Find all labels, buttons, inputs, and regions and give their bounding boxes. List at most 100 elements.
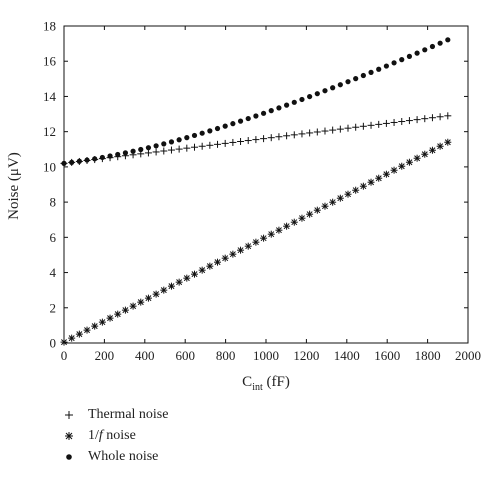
whole-noise-point [145,145,152,151]
plot-area-border [63,25,469,344]
flicker-noise-point [267,230,275,238]
flicker-noise-point [198,266,206,274]
whole-noise-point [353,76,359,82]
x-tick-label: 1600 [374,348,400,363]
whole-noise-point [84,157,90,163]
flicker-noise-point [121,306,129,314]
noise-chart: 0 200 400 600 800 1000 1200 1400 1600 1800 2000 0 2… [6,19,481,394]
y-tick-label: 16 [43,54,57,69]
y-tick-label: 10 [43,159,56,174]
y-tick-label: 12 [43,124,56,139]
legend-label-thermal-noise: Thermal noise [88,406,169,422]
y-tick-label: 8 [50,195,57,210]
whole-noise-point [322,88,328,94]
flicker-noise-point [421,150,429,158]
whole-noise-point [153,143,159,149]
y-tick-label: 18 [43,19,56,34]
whole-noise-point [299,96,305,103]
flicker-noise-point [190,270,198,278]
flicker-noise-point [298,214,306,222]
whole-noise-point [383,63,389,69]
flicker-noise-point [183,274,191,282]
flicker-noise-point [214,258,222,266]
x-tick-label: 1000 [253,348,279,363]
whole-noise-point [437,40,443,46]
whole-noise-point [406,53,413,59]
whole-noise-point [115,151,121,158]
flicker-noise-point [98,318,106,326]
flicker-noise-point [114,310,122,318]
flicker-noise-point [167,282,175,290]
plus-marker-icon [65,410,73,419]
x-tick-label: 200 [95,348,115,363]
whole-noise-point [368,69,374,75]
whole-noise-point [399,57,405,63]
whole-noise-point [184,135,190,141]
whole-noise-point [284,102,290,108]
flicker-noise-point [382,170,390,178]
flicker-noise-point [375,174,383,182]
legend-item-thermal-noise: Thermal noise [58,404,168,425]
y-axis-ticks: 0 2 4 6 8 10 12 14 16 18 [43,19,468,351]
whole-noise-point [161,141,167,147]
whole-noise-point [176,137,182,143]
whole-noise-point [92,156,98,162]
x-tick-label: 600 [175,348,195,363]
flicker-noise-point [68,334,76,342]
flicker-noise-point [144,294,152,302]
y-tick-label: 2 [50,300,57,315]
flicker-noise-point [237,246,245,254]
whole-noise-point [260,110,267,116]
flicker-noise-point [75,330,83,338]
flicker-noise-point [244,242,252,250]
legend-item-1-f-noise: 1/f noise [58,425,168,446]
x-tick-label: 1400 [334,348,360,363]
whole-noise-point [330,85,336,91]
y-tick-label: 4 [50,265,57,280]
legend-label-whole-noise: Whole noise [88,448,159,464]
flicker-noise-point [428,146,436,154]
whole-noise-point [429,43,436,50]
whole-noise-point [69,159,75,165]
x-tick-label: 1800 [415,348,441,363]
whole-noise-point [360,72,366,79]
flicker-noise-point [260,234,268,242]
flicker-noise-point [290,218,298,226]
y-tick-label: 6 [50,230,57,245]
flicker-noise-point [367,178,375,186]
flicker-noise-point [359,182,367,190]
flicker-noise-point [444,138,452,146]
asterisk-marker-icon [65,431,73,440]
x-tick-label: 400 [135,348,155,363]
flicker-noise-point [352,186,360,194]
whole-noise-point [291,99,297,105]
whole-noise-point [214,125,221,132]
flicker-noise-point [175,278,183,286]
flicker-noise-point [390,166,398,174]
whole-noise-point [222,123,228,129]
flicker-noise-point [160,286,168,294]
x-tick-label: 2000 [455,348,481,363]
whole-noise-point [99,154,105,161]
flicker-noise-point [106,314,114,322]
legend: Thermal noise 1/f noise Whole noise [58,404,168,467]
flicker-noise-point [344,190,352,198]
y-tick-label: 0 [50,336,57,351]
whole-noise-point [207,128,213,134]
whole-noise-point [391,60,397,66]
whole-noise-point [76,158,82,164]
whole-noise-point [376,66,382,72]
y-tick-label: 14 [43,89,57,104]
series-thermal-noise [60,112,452,167]
whole-noise-point [191,132,198,139]
dot-marker-icon [66,453,72,460]
whole-noise-point [138,146,144,153]
plot-frame [63,25,469,344]
flicker-noise-point [60,338,68,346]
flicker-noise-point [275,226,283,234]
flicker-noise-point [137,298,145,306]
whole-noise-point [199,130,205,136]
x-tick-label: 0 [61,348,68,363]
flicker-noise-point [221,254,229,262]
flicker-noise-point [252,238,260,246]
